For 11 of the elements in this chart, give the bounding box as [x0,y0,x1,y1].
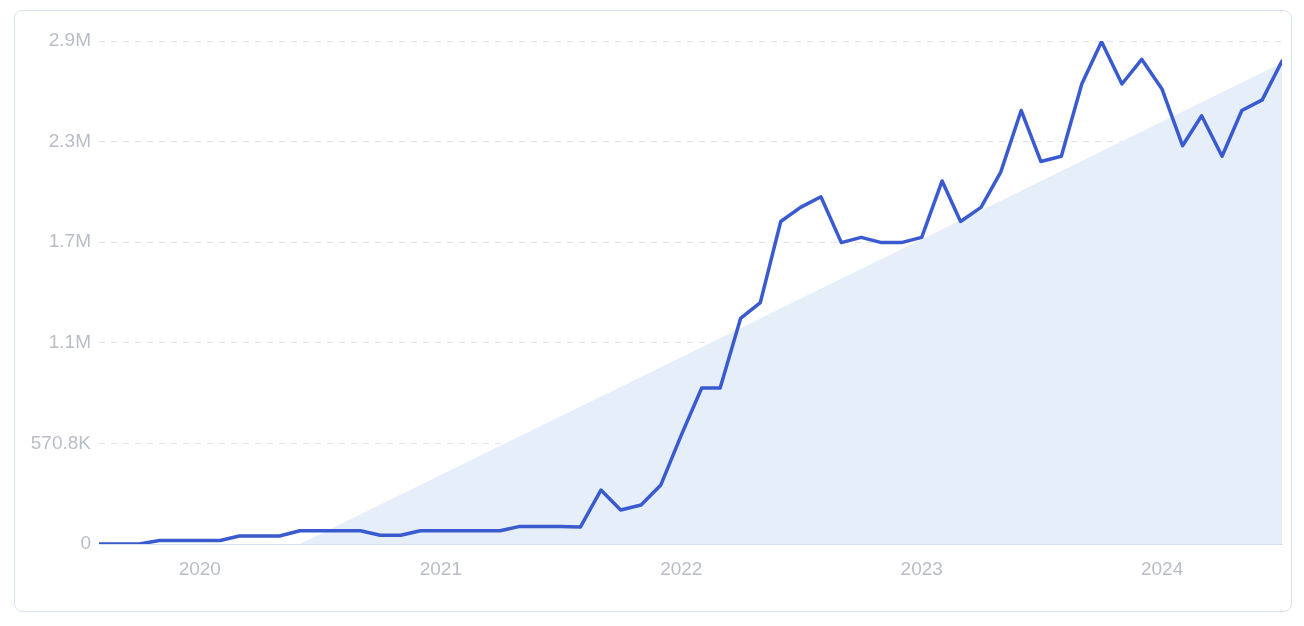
x-tick-label: 2021 [419,557,462,579]
y-tick-label: 2.9M [48,29,91,51]
y-tick-label: 1.1M [48,331,91,353]
y-tick-label: 570.8K [30,431,92,453]
x-tick-label: 2024 [1140,557,1184,579]
y-tick-label: 0 [80,532,91,554]
y-tick-label: 1.7M [48,230,91,252]
y-tick-label: 2.3M [48,129,91,151]
x-tick-label: 2022 [660,557,703,579]
x-tick-label: 2020 [178,557,221,579]
x-tick-label: 2023 [900,557,943,579]
